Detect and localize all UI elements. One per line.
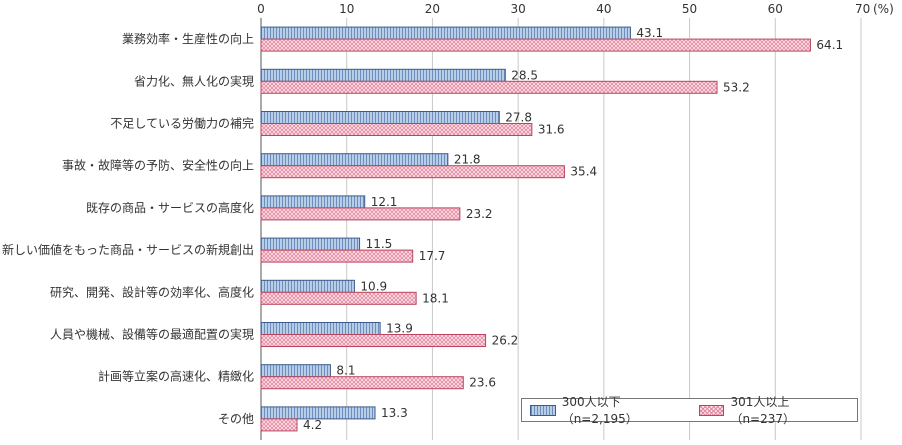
- data-label-0-1: 28.5: [511, 68, 538, 82]
- unit-label: (%): [873, 2, 894, 16]
- bar-0-5: [260, 237, 361, 251]
- data-label-1-5: 17.7: [419, 249, 446, 263]
- category-label-8: 計画等立案の高速化、精緻化: [98, 369, 254, 384]
- data-label-0-7: 13.9: [386, 322, 413, 336]
- x-tick-label-20: 20: [425, 2, 440, 16]
- bar-1-9: [260, 418, 298, 432]
- bar-1-4: [260, 207, 461, 221]
- bar-0-8: [260, 364, 331, 378]
- category-label-6: 研究、開発、設計等の効率化、高度化: [50, 284, 254, 299]
- bar-0-0: [260, 26, 631, 40]
- bar-0-1: [260, 68, 506, 82]
- legend-label-series-1: 301人以上（n=237）: [730, 395, 796, 426]
- x-tick-label-60: 60: [768, 2, 783, 16]
- bar-0-2: [260, 111, 500, 124]
- data-label-0-6: 10.9: [360, 279, 387, 293]
- data-label-0-5: 11.5: [366, 237, 393, 251]
- category-label-9: その他: [218, 412, 254, 426]
- x-tick-label-30: 30: [511, 2, 526, 16]
- data-label-0-8: 8.1: [336, 364, 355, 378]
- category-label-0: 業務効率・生産性の向上: [122, 31, 254, 46]
- bar-0-9: [260, 406, 376, 420]
- category-label-5: 新しい価値をもった商品・サービスの新規創出: [2, 242, 254, 257]
- data-label-0-3: 21.8: [454, 153, 481, 167]
- data-label-1-1: 53.2: [723, 80, 750, 94]
- bar-1-2: [260, 123, 533, 136]
- legend-label-series-0: 300人以下（n=2,195）: [561, 395, 638, 426]
- bar-1-7: [260, 334, 487, 347]
- data-label-1-3: 35.4: [570, 165, 597, 179]
- category-label-2: 不足している労働力の補完: [110, 116, 254, 131]
- legend: 300人以下（n=2,195） 301人以上（n=237）: [521, 395, 858, 426]
- legend-swatch-series-1: [698, 404, 725, 416]
- data-label-1-6: 18.1: [422, 291, 449, 305]
- x-tick-label-70: 70: [855, 2, 870, 16]
- category-label-4: 既存の商品・サービスの高度化: [86, 200, 254, 215]
- category-label-7: 人員や機械、設備等の最適配置の実現: [50, 327, 254, 342]
- bar-1-6: [260, 291, 417, 305]
- data-label-1-9: 4.2: [303, 418, 322, 432]
- data-label-1-7: 26.2: [492, 334, 519, 348]
- data-label-0-4: 12.1: [371, 195, 398, 209]
- category-label-3: 事故・故障等の予防、安全性の向上: [62, 158, 254, 173]
- category-label-1: 省力化、無人化の実現: [134, 73, 254, 88]
- bar-1-3: [260, 165, 565, 179]
- bar-0-7: [260, 322, 381, 335]
- bar-0-4: [260, 195, 366, 209]
- data-label-0-9: 13.3: [381, 406, 408, 420]
- bar-0-3: [260, 153, 449, 167]
- data-label-1-2: 31.6: [538, 123, 565, 137]
- legend-swatch-series-0: [530, 404, 556, 416]
- bar-1-5: [260, 249, 414, 263]
- x-tick-label-0: 0: [257, 2, 265, 16]
- legend-item-series-1: 301人以上（n=237）: [698, 393, 843, 427]
- bar-1-0: [260, 38, 811, 52]
- bar-1-1: [260, 80, 718, 94]
- legend-item-series-0: 300人以下（n=2,195）: [530, 393, 685, 427]
- data-label-0-2: 27.8: [505, 111, 532, 125]
- data-label-1-8: 23.6: [469, 376, 496, 390]
- bar-0-6: [260, 279, 355, 293]
- data-label-1-4: 23.2: [466, 207, 493, 221]
- data-label-0-0: 43.1: [636, 26, 663, 40]
- bar-1-8: [260, 376, 464, 390]
- x-tick-label-40: 40: [596, 2, 611, 16]
- x-tick-label-10: 10: [339, 2, 354, 16]
- data-label-1-0: 64.1: [816, 38, 843, 52]
- x-tick-label-50: 50: [682, 2, 697, 16]
